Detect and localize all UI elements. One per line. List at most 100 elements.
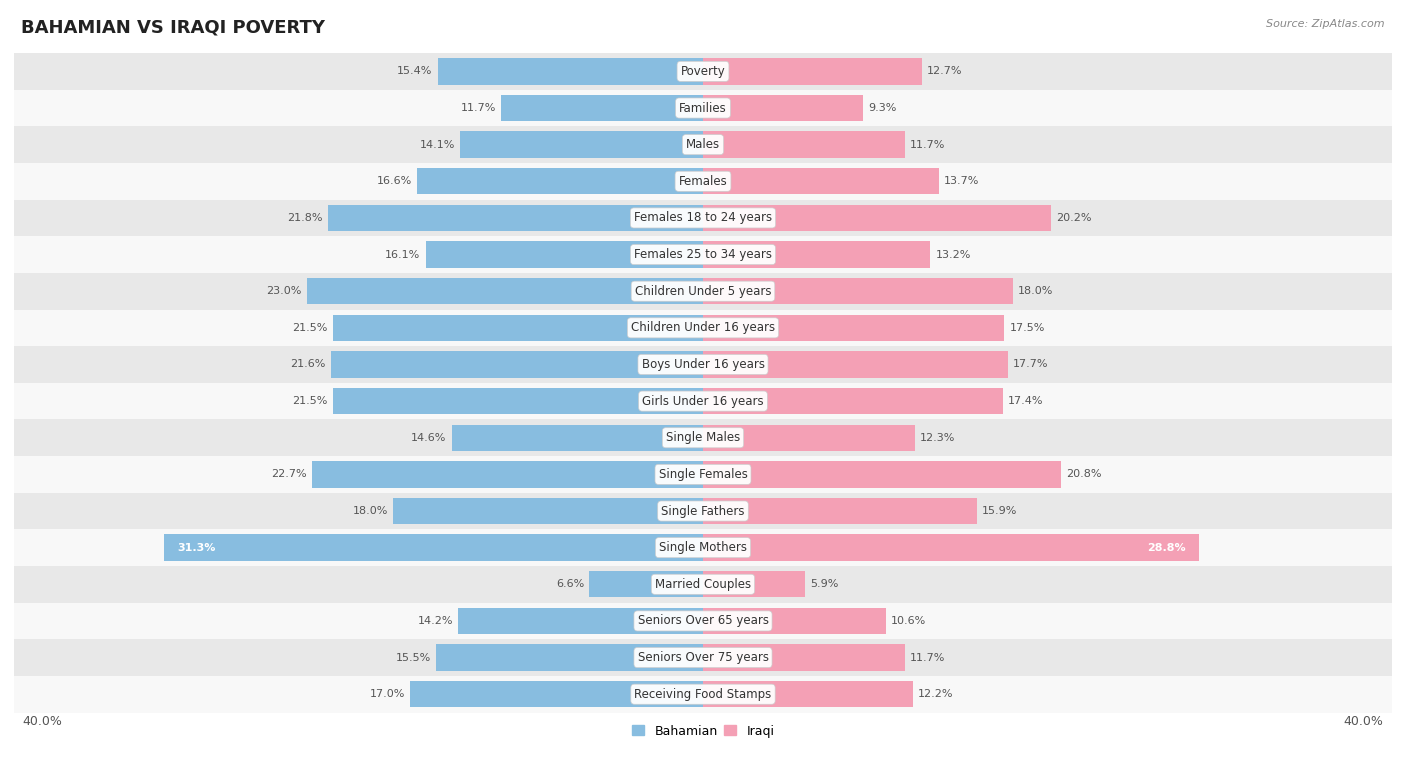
Bar	[307, 278, 703, 305]
Bar	[703, 644, 904, 671]
Bar	[14, 493, 1392, 529]
Bar	[14, 309, 1392, 346]
Text: 15.9%: 15.9%	[981, 506, 1018, 516]
Text: 21.8%: 21.8%	[287, 213, 322, 223]
Bar	[165, 534, 703, 561]
Bar	[14, 53, 1392, 89]
Text: Single Females: Single Females	[658, 468, 748, 481]
Text: 21.5%: 21.5%	[292, 396, 328, 406]
Bar	[703, 168, 939, 195]
Bar	[418, 168, 703, 195]
Bar	[703, 571, 804, 597]
Bar	[14, 346, 1392, 383]
Text: Seniors Over 75 years: Seniors Over 75 years	[637, 651, 769, 664]
Bar	[703, 498, 977, 525]
Bar	[703, 95, 863, 121]
Text: 17.7%: 17.7%	[1012, 359, 1049, 369]
Bar	[703, 681, 912, 707]
Text: 11.7%: 11.7%	[910, 139, 945, 149]
Text: Poverty: Poverty	[681, 65, 725, 78]
Text: 17.0%: 17.0%	[370, 689, 405, 699]
Text: 15.5%: 15.5%	[395, 653, 430, 662]
Text: 14.2%: 14.2%	[418, 616, 453, 626]
Bar	[703, 241, 931, 268]
Bar	[14, 199, 1392, 236]
Bar	[703, 608, 886, 634]
Text: Males: Males	[686, 138, 720, 151]
Text: 17.4%: 17.4%	[1008, 396, 1043, 406]
Bar	[333, 315, 703, 341]
Bar	[426, 241, 703, 268]
Text: 11.7%: 11.7%	[910, 653, 945, 662]
Text: Children Under 16 years: Children Under 16 years	[631, 321, 775, 334]
Text: 14.6%: 14.6%	[411, 433, 446, 443]
Text: 12.2%: 12.2%	[918, 689, 953, 699]
Bar	[14, 127, 1392, 163]
Text: 15.4%: 15.4%	[398, 67, 433, 77]
Text: Single Males: Single Males	[666, 431, 740, 444]
Text: 12.3%: 12.3%	[920, 433, 956, 443]
Bar	[14, 273, 1392, 309]
Text: 22.7%: 22.7%	[271, 469, 307, 479]
Bar	[14, 456, 1392, 493]
Text: 17.5%: 17.5%	[1010, 323, 1045, 333]
Bar	[703, 351, 1008, 377]
Bar	[451, 424, 703, 451]
Text: 28.8%: 28.8%	[1147, 543, 1185, 553]
Bar	[14, 236, 1392, 273]
Bar	[458, 608, 703, 634]
Text: 20.2%: 20.2%	[1056, 213, 1091, 223]
Text: Single Mothers: Single Mothers	[659, 541, 747, 554]
Text: Single Fathers: Single Fathers	[661, 505, 745, 518]
Text: 12.7%: 12.7%	[927, 67, 962, 77]
Bar	[330, 351, 703, 377]
Bar	[460, 131, 703, 158]
Text: 40.0%: 40.0%	[1344, 716, 1384, 728]
Text: 9.3%: 9.3%	[869, 103, 897, 113]
Bar	[703, 205, 1050, 231]
Text: 14.1%: 14.1%	[419, 139, 456, 149]
Text: 21.6%: 21.6%	[291, 359, 326, 369]
Text: Boys Under 16 years: Boys Under 16 years	[641, 358, 765, 371]
Text: 23.0%: 23.0%	[266, 287, 302, 296]
Bar	[14, 566, 1392, 603]
Text: Married Couples: Married Couples	[655, 578, 751, 590]
Text: Girls Under 16 years: Girls Under 16 years	[643, 395, 763, 408]
Text: 20.8%: 20.8%	[1066, 469, 1102, 479]
Text: 40.0%: 40.0%	[22, 716, 62, 728]
Text: Children Under 5 years: Children Under 5 years	[634, 285, 772, 298]
Text: 18.0%: 18.0%	[353, 506, 388, 516]
Bar	[14, 529, 1392, 566]
Text: 18.0%: 18.0%	[1018, 287, 1053, 296]
Text: 10.6%: 10.6%	[891, 616, 927, 626]
Text: 16.6%: 16.6%	[377, 177, 412, 186]
Bar	[436, 644, 703, 671]
Bar	[14, 639, 1392, 676]
Bar	[14, 676, 1392, 713]
Bar	[312, 461, 703, 487]
Text: Females: Females	[679, 175, 727, 188]
Bar	[328, 205, 703, 231]
Text: BAHAMIAN VS IRAQI POVERTY: BAHAMIAN VS IRAQI POVERTY	[21, 19, 325, 37]
Text: Families: Families	[679, 102, 727, 114]
Bar	[394, 498, 703, 525]
Bar	[703, 424, 915, 451]
Bar	[411, 681, 703, 707]
Text: 21.5%: 21.5%	[292, 323, 328, 333]
Text: 6.6%: 6.6%	[555, 579, 583, 589]
Text: 13.7%: 13.7%	[945, 177, 980, 186]
Text: Females 25 to 34 years: Females 25 to 34 years	[634, 248, 772, 261]
Bar	[502, 95, 703, 121]
Text: Females 18 to 24 years: Females 18 to 24 years	[634, 211, 772, 224]
Bar	[14, 89, 1392, 127]
Text: 5.9%: 5.9%	[810, 579, 838, 589]
Bar	[703, 388, 1002, 415]
Bar	[589, 571, 703, 597]
Text: 16.1%: 16.1%	[385, 249, 420, 259]
Bar	[703, 534, 1199, 561]
Bar	[437, 58, 703, 85]
Text: 11.7%: 11.7%	[461, 103, 496, 113]
Bar	[703, 461, 1062, 487]
Bar	[14, 383, 1392, 419]
Text: Source: ZipAtlas.com: Source: ZipAtlas.com	[1267, 19, 1385, 29]
